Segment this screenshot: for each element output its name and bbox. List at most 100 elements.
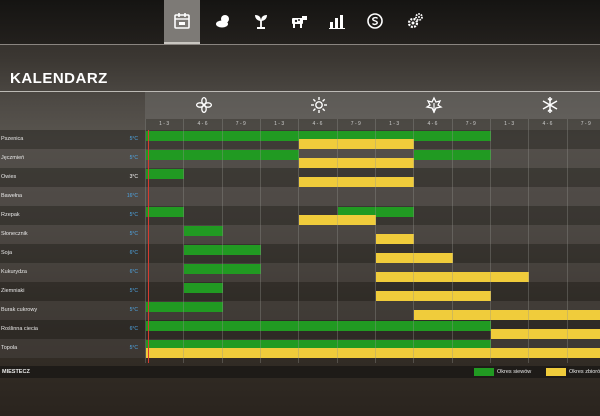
crop-name: Bawełna (1, 193, 23, 199)
crop-min-temperature: 5°C (129, 231, 138, 237)
crop-min-temperature: 5°C (129, 307, 138, 313)
period-label: 4 - 6 (197, 121, 208, 127)
sowing-period-bar (146, 169, 185, 179)
crop-min-temperature: 6°C (129, 326, 138, 332)
cow-icon (292, 16, 307, 28)
crop-name: Roślinna ciecia (1, 326, 38, 332)
harvest-period-bar (375, 291, 491, 301)
sowing-period-bar (184, 226, 223, 236)
period-label: 1 - 3 (389, 121, 400, 127)
legend-sowing-swatch (474, 368, 494, 376)
summer-sun-icon (311, 97, 327, 113)
tab-statistics[interactable] (319, 0, 355, 42)
grid-line (374, 119, 376, 363)
crop-name: Słonecznik (1, 231, 28, 237)
crop-name: Kukurydza (1, 269, 27, 275)
plant-icon (255, 15, 267, 29)
harvest-period-bar (414, 310, 600, 320)
tab-animals[interactable] (281, 0, 317, 42)
period-label: 1 - 3 (159, 121, 170, 127)
grid-line (489, 119, 491, 363)
crop-min-temperature: 3°C (129, 174, 138, 180)
crop-row[interactable]: Owies 3°C (0, 168, 600, 187)
calendar-icon (174, 13, 190, 29)
grid-line (413, 119, 415, 363)
crop-min-temperature: 6°C (129, 269, 138, 275)
grid-line (298, 119, 300, 363)
sowing-period-bar (337, 207, 415, 217)
crop-row[interactable]: Soja 6°C (0, 244, 600, 263)
crop-name: Pszenica (1, 136, 24, 142)
sowing-period-bar (146, 340, 491, 350)
crop-name: Soja (1, 250, 13, 256)
sowing-period-bar (146, 321, 491, 331)
sowing-period-bar (184, 283, 223, 293)
crop-name: Burak cukrowy (1, 307, 38, 313)
harvest-period-bar (299, 139, 415, 149)
top-tab-bar (0, 0, 600, 44)
crop-row[interactable]: Roślinna ciecia 6°C (0, 320, 600, 339)
crop-row[interactable]: Ziemniaki 5°C (0, 282, 600, 301)
crop-min-temperature: 5°C (129, 345, 138, 351)
crop-row[interactable]: Słonecznik 5°C (0, 225, 600, 244)
grid-line (528, 119, 530, 363)
period-label: 4 - 6 (542, 121, 553, 127)
crop-name: Jęczmień (1, 155, 25, 161)
period-label: 1 - 3 (274, 121, 285, 127)
crop-row[interactable]: Pszenica 5°C (0, 130, 600, 149)
page-title: KALENDARZ (10, 70, 108, 87)
crop-name: Topola (1, 345, 18, 351)
grid-line (336, 119, 338, 363)
harvest-period-bar (375, 253, 453, 263)
crop-row[interactable]: Burak cukrowy 5°C (0, 301, 600, 320)
harvest-period-bar (299, 158, 415, 168)
sowing-period-bar (184, 264, 261, 274)
tab-economy[interactable] (357, 0, 393, 42)
sowing-period-bar (414, 150, 491, 160)
harvest-period-bar (299, 177, 415, 187)
gears-icon (407, 13, 423, 29)
weather-icon (216, 15, 229, 28)
period-label: 4 - 6 (427, 121, 438, 127)
crop-min-temperature: 5°C (129, 155, 138, 161)
crop-row[interactable]: Topola 5°C (0, 339, 600, 358)
period-label: 4 - 6 (312, 121, 323, 127)
crop-row[interactable]: Bawełna 16°C (0, 187, 600, 206)
period-label: 7 - 9 (350, 121, 361, 127)
autumn-leaf-icon (425, 96, 443, 114)
crop-name: Ziemniaki (1, 288, 25, 294)
chart-icon (329, 15, 345, 29)
crop-row[interactable]: Kukurydza 6°C (0, 263, 600, 282)
legend-harvest-swatch (546, 368, 566, 376)
crop-name: Rzepak (1, 212, 20, 218)
period-label: 7 - 9 (235, 121, 246, 127)
harvest-period-bar (375, 272, 530, 282)
grid-line (259, 119, 261, 363)
spring-flower-icon (195, 96, 213, 114)
period-label: 7 - 9 (465, 121, 476, 127)
period-header: 1 - 3 4 - 6 7 - 9 1 - 3 4 - 6 7 - 9 1 - 3 4 - 6… (145, 119, 600, 130)
sowing-period-bar (146, 150, 300, 160)
crop-min-temperature: 5°C (129, 136, 138, 142)
grid-line (183, 119, 185, 363)
money-icon (367, 13, 383, 29)
grid-line (221, 119, 223, 363)
crop-row[interactable]: Jęczmień 5°C (0, 149, 600, 168)
period-label: 1 - 3 (504, 121, 515, 127)
harvest-period-bar (299, 215, 376, 225)
top-divider (0, 44, 600, 45)
period-label: 7 - 9 (580, 121, 591, 127)
grid-line (451, 119, 453, 363)
tab-calendar[interactable] (164, 0, 200, 44)
harvest-period-bar (375, 234, 415, 244)
grid-line (145, 119, 146, 363)
crop-name: Owies (1, 174, 17, 180)
tab-weather[interactable] (205, 0, 241, 42)
crop-min-temperature: 16°C (126, 193, 138, 199)
crop-row[interactable]: Rzepak 5°C (0, 206, 600, 225)
title-divider (0, 91, 600, 92)
sowing-period-bar (184, 245, 261, 255)
tab-settings[interactable] (397, 0, 433, 42)
tab-crops[interactable] (243, 0, 279, 42)
harvest-period-bar (146, 348, 600, 358)
